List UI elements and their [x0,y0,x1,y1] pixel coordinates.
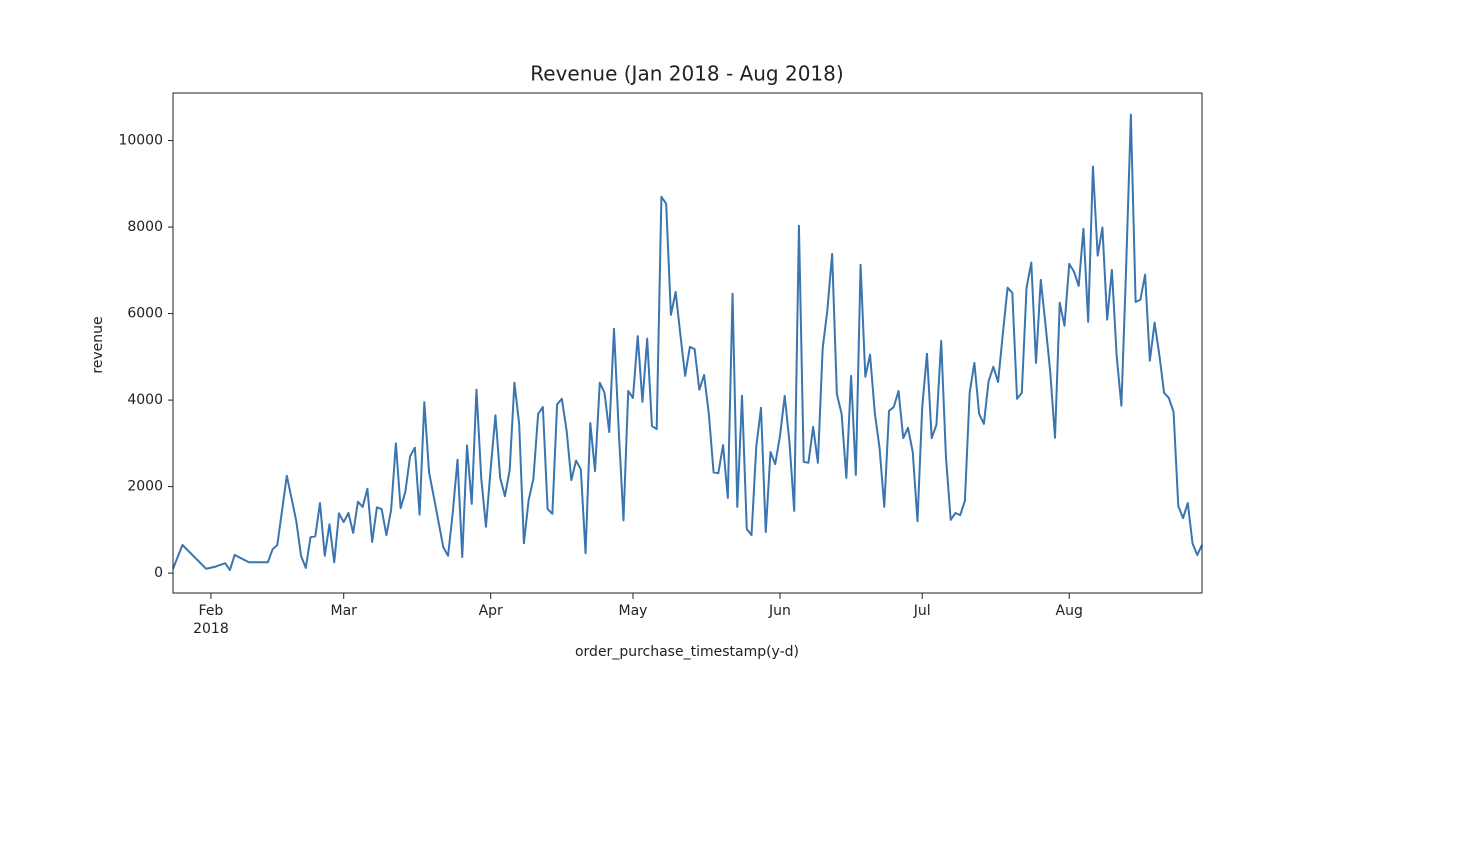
x-tick-label: Apr [479,603,503,619]
x-tick-label: May [618,603,647,619]
y-tick-label: 4000 [127,392,163,408]
y-tick-label: 8000 [127,219,163,235]
revenue-line [172,113,1203,572]
plot-frame [172,92,1203,594]
y-axis-label: revenue [90,316,106,373]
chart-title: Revenue (Jan 2018 - Aug 2018) [530,62,843,86]
x-tick-label: Aug [1056,603,1083,619]
x-tick-label: Mar [330,603,357,619]
x-tick-year-label: 2018 [193,621,229,637]
y-tick-label: 10000 [118,133,163,149]
x-tick-label: Jun [768,603,791,619]
y-tick-label: 6000 [127,306,163,322]
y-tick-label: 0 [154,565,163,581]
x-tick-label: Feb [199,603,224,619]
x-axis-label: order_purchase_timestamp(y-d) [575,644,799,660]
y-tick-label: 2000 [127,479,163,495]
x-tick-label: Jul [913,603,931,619]
